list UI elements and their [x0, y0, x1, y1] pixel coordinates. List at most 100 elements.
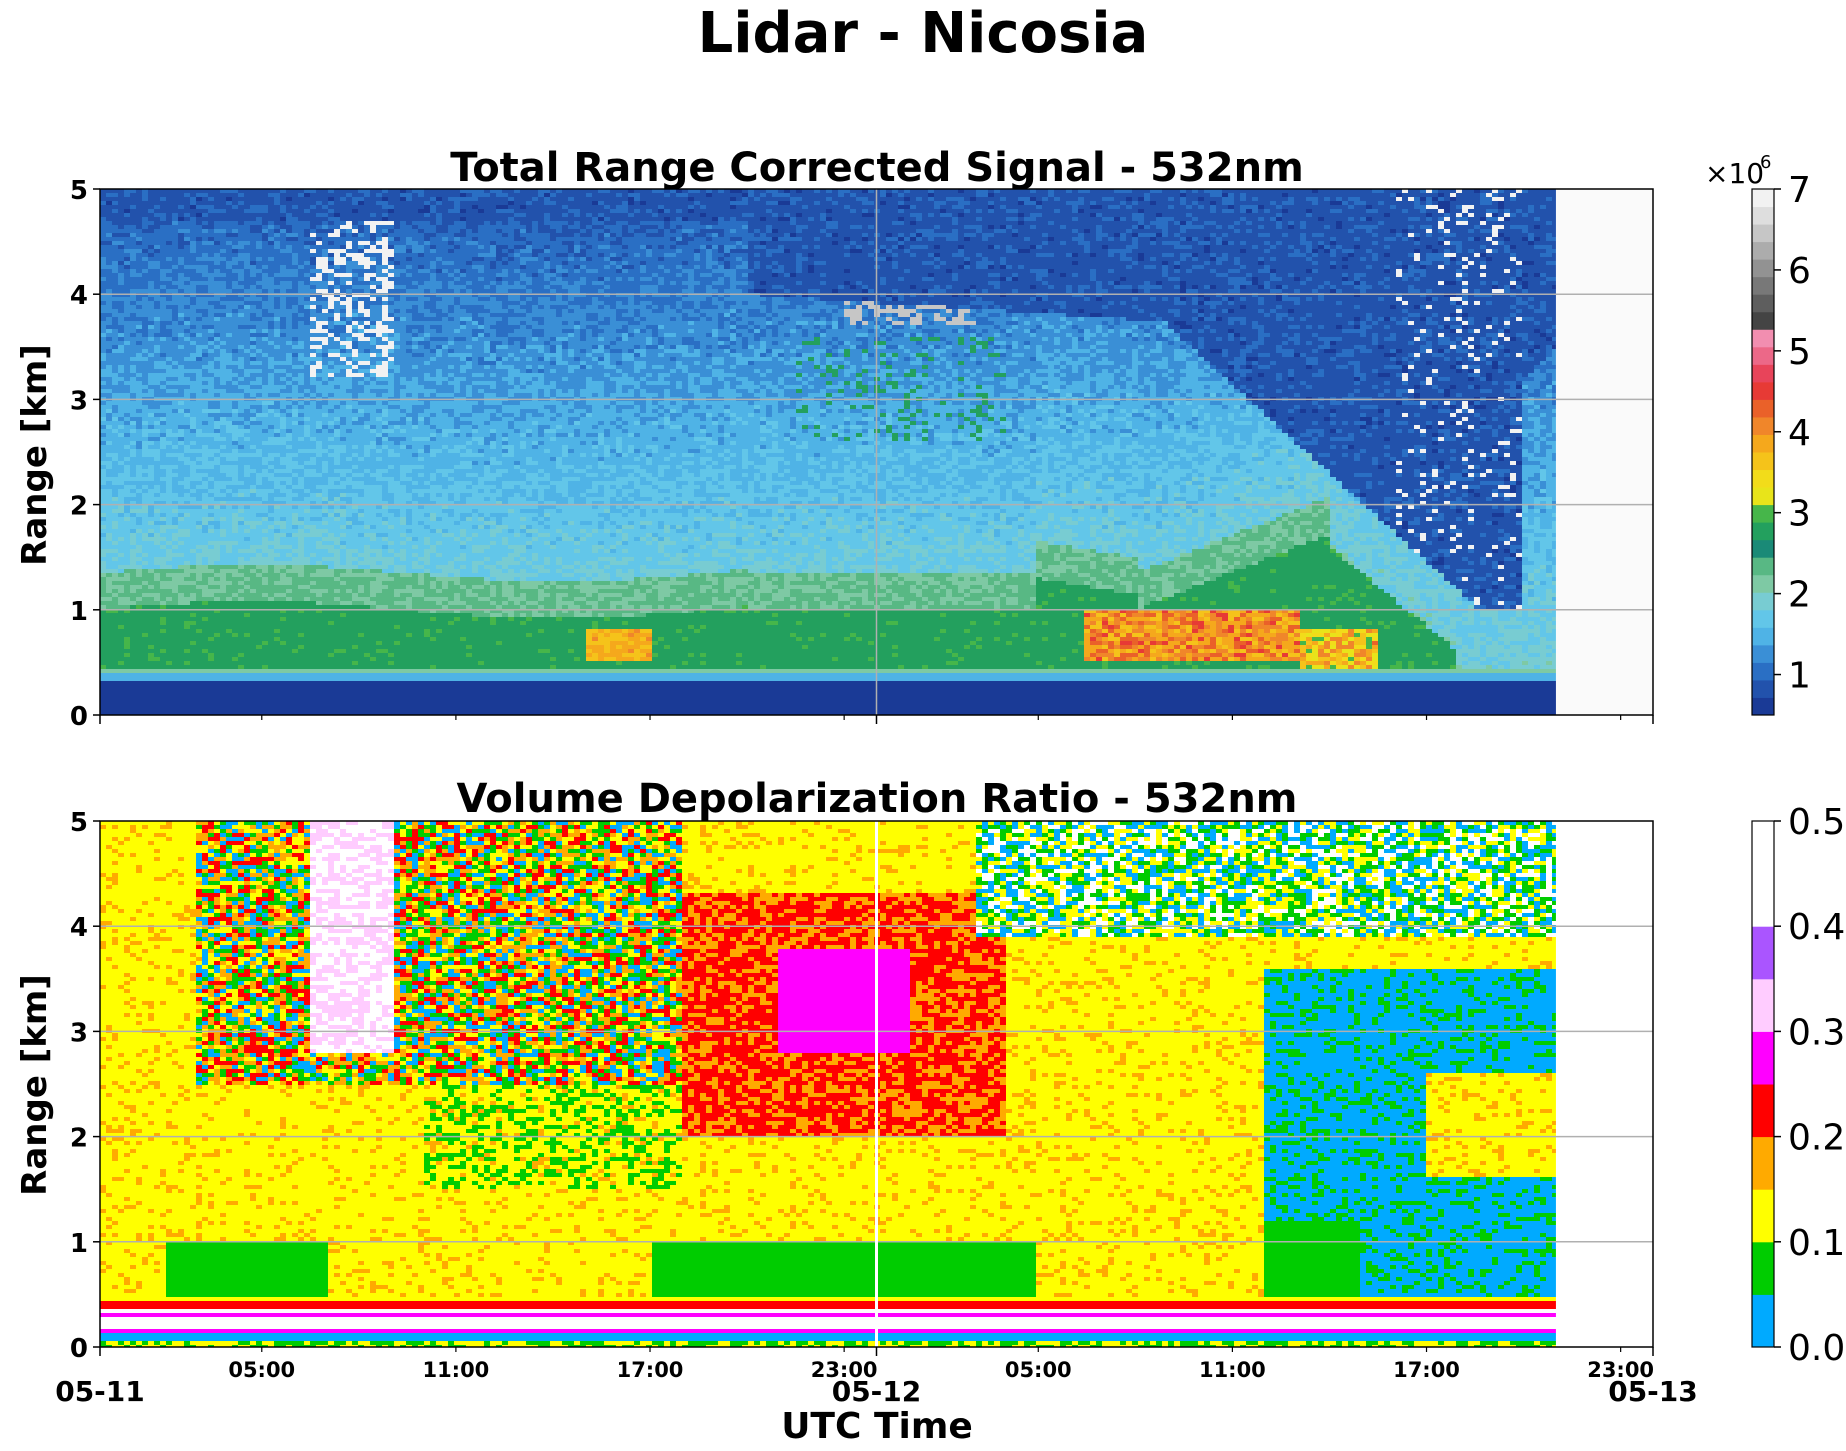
heatmap-cell [118, 641, 124, 645]
heatmap-cell [118, 353, 124, 357]
heatmap-cell [118, 569, 124, 573]
heatmap-cell [100, 281, 106, 285]
heatmap-cell [118, 453, 124, 457]
heatmap-cell [100, 273, 106, 277]
heatmap-cell [118, 685, 124, 689]
heatmap-cell [106, 405, 112, 409]
heatmap-cell [106, 197, 112, 201]
heatmap-cell [124, 209, 130, 213]
heatmap-cell [118, 409, 124, 413]
heatmap-cell [100, 645, 106, 649]
heatmap-cell [106, 689, 112, 693]
heatmap-cell [100, 425, 106, 429]
heatmap-cell [106, 653, 112, 657]
heatmap-cell [118, 437, 124, 441]
heatmap-cell [118, 261, 124, 265]
heatmap-cell [100, 689, 106, 693]
heatmap-cell [118, 213, 124, 217]
heatmap-cell [106, 401, 112, 405]
heatmap-cell [112, 245, 118, 249]
heatmap-cell [106, 389, 112, 393]
heatmap-cell [106, 601, 112, 605]
heatmap-cell [112, 485, 118, 489]
heatmap-cell [118, 693, 124, 697]
heatmap-cell [112, 413, 118, 417]
rcs-panel: Total Range Corrected Signal - 532nm 012… [15, 145, 1811, 732]
heatmap-cell [112, 709, 118, 713]
heatmap-cell [100, 517, 106, 521]
heatmap-cell [118, 629, 124, 633]
heatmap-cell [100, 337, 106, 341]
heatmap-cell [106, 649, 112, 653]
heatmap-cell [112, 421, 118, 425]
heatmap-cell [112, 353, 118, 357]
heatmap-cell [106, 441, 112, 445]
heatmap-cell [118, 297, 124, 301]
heatmap-cell [106, 661, 112, 665]
heatmap-cell [112, 581, 118, 585]
heatmap-cell [100, 345, 106, 349]
heatmap-cell [100, 417, 106, 421]
heatmap-cell [118, 577, 124, 581]
heatmap-cell [100, 309, 106, 313]
rcs-panel-title: Total Range Corrected Signal - 532nm [450, 145, 1304, 191]
heatmap-cell [112, 193, 118, 197]
heatmap-cell [118, 249, 124, 253]
heatmap-cell [100, 297, 106, 301]
heatmap-cell [112, 649, 118, 653]
heatmap-cell [106, 449, 112, 453]
heatmap-cell [112, 213, 118, 217]
heatmap-cell [100, 661, 106, 665]
heatmap-cell [118, 321, 124, 325]
heatmap-cell [100, 533, 106, 537]
heatmap-cell [112, 641, 118, 645]
heatmap-cell [100, 209, 106, 213]
heatmap-cell [118, 329, 124, 333]
heatmap-cell [112, 617, 118, 621]
heatmap-cell [112, 313, 118, 317]
heatmap-cell [106, 525, 112, 529]
heatmap-cell [112, 349, 118, 353]
heatmap-cell [100, 513, 106, 517]
heatmap-cell [118, 421, 124, 425]
heatmap-cell [106, 281, 112, 285]
heatmap-cell [100, 229, 106, 233]
heatmap-cell [112, 561, 118, 565]
heatmap-cell [112, 529, 118, 533]
heatmap-cell [112, 653, 118, 657]
heatmap-cell [112, 297, 118, 301]
heatmap-cell [106, 225, 112, 229]
heatmap-cell [106, 533, 112, 537]
heatmap-cell [106, 569, 112, 573]
heatmap-cell [112, 593, 118, 597]
heatmap-cell [106, 629, 112, 633]
heatmap-cell [100, 261, 106, 265]
heatmap-cell [106, 585, 112, 589]
heatmap-cell [100, 569, 106, 573]
heatmap-cell [112, 557, 118, 561]
heatmap-cell [106, 521, 112, 525]
heatmap-cell [124, 249, 130, 253]
heatmap-cell [106, 237, 112, 241]
heatmap-cell [124, 193, 130, 197]
heatmap-cell [100, 521, 106, 525]
heatmap-cell [100, 437, 106, 441]
heatmap-cell [112, 685, 118, 689]
heatmap-cell [100, 277, 106, 281]
heatmap-cell [106, 337, 112, 341]
heatmap-cell [100, 549, 106, 553]
heatmap-cell [100, 233, 106, 237]
heatmap-cell [106, 393, 112, 397]
heatmap-cell [112, 373, 118, 377]
heatmap-cell [106, 597, 112, 601]
heatmap-cell [112, 657, 118, 661]
heatmap-cell [118, 325, 124, 329]
heatmap-cell [106, 425, 112, 429]
heatmap-cell [106, 429, 112, 433]
heatmap-cell [118, 389, 124, 393]
heatmap-cell [112, 273, 118, 277]
heatmap-cell [106, 421, 112, 425]
heatmap-cell [124, 333, 130, 337]
heatmap-cell [118, 401, 124, 405]
heatmap-cell [118, 537, 124, 541]
